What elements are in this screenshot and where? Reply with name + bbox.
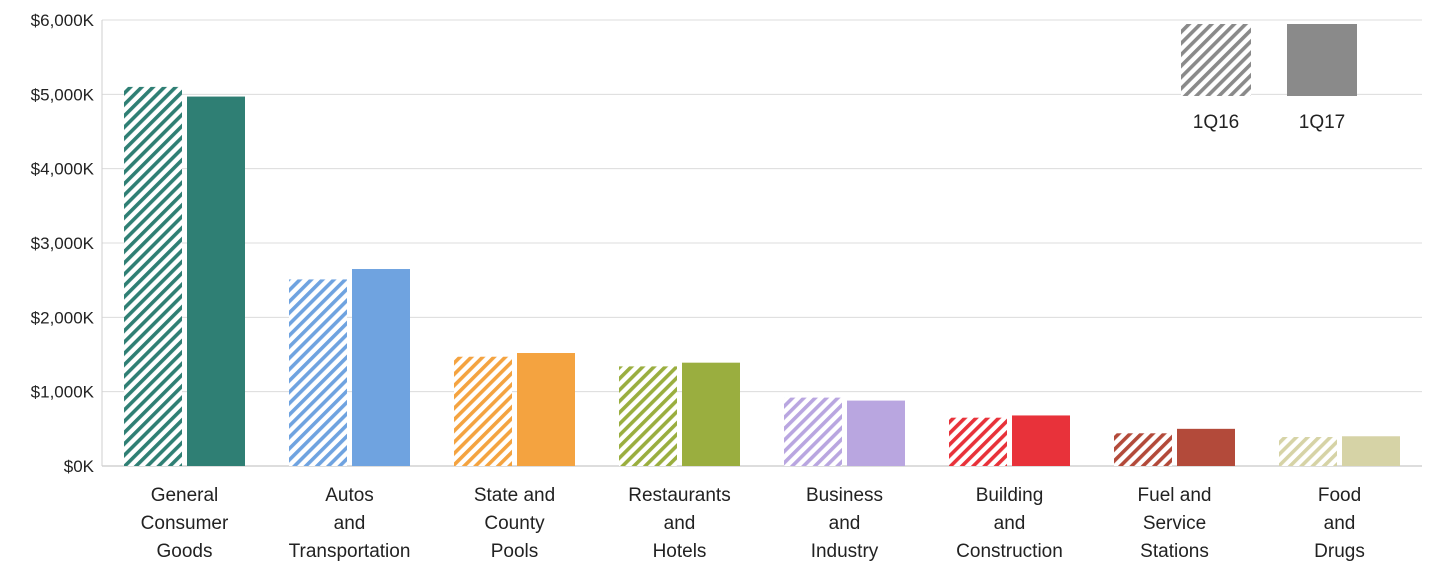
x-category-label: General Consumer Goods [141, 485, 229, 562]
bar-1q17-1 [352, 269, 410, 466]
bar-1q17-5 [1012, 415, 1070, 466]
bar-1q17-0 [187, 96, 245, 467]
bar-1q17-6 [1177, 428, 1235, 466]
y-tick-label: $3,000K [31, 234, 95, 253]
legend-swatch-1q17 [1287, 24, 1357, 96]
bar-1q16-4 [784, 397, 842, 466]
legend-label-1q16: 1Q16 [1193, 112, 1239, 133]
x-category-label: Building and Construction [956, 485, 1063, 562]
bar-1q17-3 [682, 362, 740, 466]
x-category-label: Business and Industry [806, 485, 883, 562]
x-category-label: Food and Drugs [1314, 485, 1365, 562]
legend-label-1q17: 1Q17 [1299, 112, 1345, 133]
y-tick-label: $1,000K [31, 383, 95, 402]
y-axis: $0K $1,000K $2,000K $3,000K $4,000K $5,000K $6… [31, 11, 103, 476]
x-axis: General Consumer Goods Autos and Transportati… [141, 485, 1365, 562]
bar-1q16-5 [949, 417, 1007, 466]
bar-1q16-7 [1279, 437, 1337, 466]
bar-1q16-0 [124, 86, 182, 467]
bar-1q17-2 [517, 353, 575, 466]
bar-1q16-2 [454, 356, 512, 466]
x-category-label: State and County Pools [474, 485, 555, 562]
y-tick-label: $4,000K [31, 160, 95, 179]
bar-1q16-6 [1114, 433, 1172, 466]
y-tick-label: $5,000K [31, 85, 95, 104]
y-tick-label: $2,000K [31, 308, 95, 327]
bar-1q16-1 [289, 279, 347, 466]
legend: 1Q16 1Q17 [1181, 24, 1357, 133]
legend-swatch-1q16 [1181, 24, 1251, 96]
x-category-label: Fuel and Service Stations [1138, 485, 1212, 562]
bar-1q17-7 [1342, 436, 1400, 466]
bars [124, 86, 1400, 467]
bar-1q16-3 [619, 366, 677, 466]
y-tick-label: $6,000K [31, 11, 95, 30]
bar-1q17-4 [847, 400, 905, 466]
x-category-label: Restaurants and Hotels [628, 485, 730, 562]
x-category-label: Autos and Transportation [289, 485, 411, 562]
y-tick-label: $0K [64, 457, 95, 476]
